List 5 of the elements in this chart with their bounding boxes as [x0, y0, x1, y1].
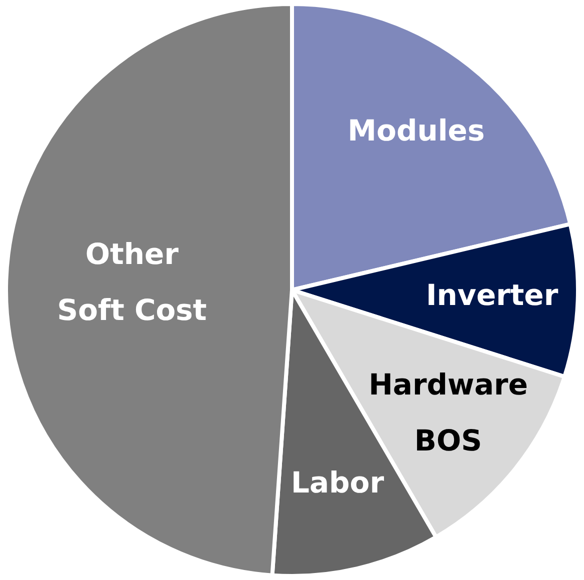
slice-label: Labor	[290, 465, 385, 500]
slice-label: Hardware BOS	[368, 368, 528, 458]
slice-label: Inverter	[426, 278, 559, 312]
slice-label: Modules	[348, 114, 485, 148]
slice-label: Other Soft Cost	[57, 237, 207, 327]
